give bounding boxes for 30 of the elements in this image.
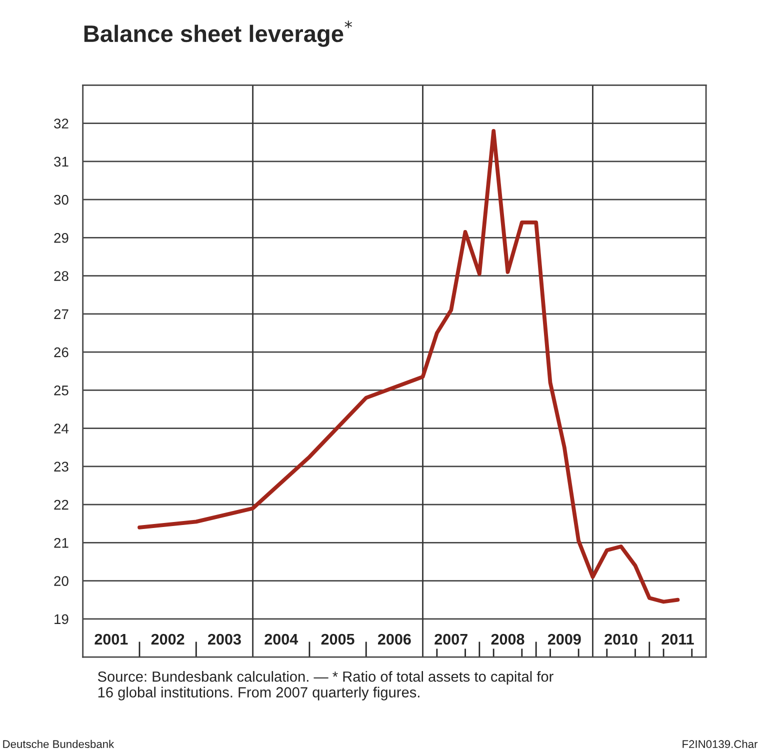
y-tick-label: 28: [54, 271, 68, 281]
y-tick-label: 21: [54, 538, 68, 548]
y-tick-label: 19: [54, 614, 68, 624]
source-note: Source: Bundesbank calculation. — * Ratio of total assets to capital for 16 global institutions. From 2007 quarterly figures.: [98, 671, 554, 700]
x-tick-label: 2009: [548, 634, 581, 645]
x-tick-label: 2008: [491, 634, 524, 645]
y-tick-label: 24: [54, 424, 69, 434]
y-tick-label: 25: [54, 386, 68, 396]
x-tick-label: 2004: [264, 634, 298, 645]
x-tick-label: 2010: [604, 634, 638, 645]
y-tick-label: 20: [54, 576, 68, 586]
x-tick-label: 2002: [151, 634, 184, 645]
x-tick-label: 2003: [208, 634, 241, 645]
y-tick-label: 32: [54, 118, 68, 128]
y-tick-label: 30: [54, 194, 68, 205]
line-series: [138, 129, 680, 604]
y-tick-label: 23: [54, 462, 68, 472]
text: F2IN0139.Char: [682, 740, 758, 748]
x-tick-label: 2011: [662, 634, 694, 645]
y-tick-label: 29: [54, 233, 68, 243]
text: Deutsche Bundesbank: [3, 740, 114, 748]
x-tick-label: 2001: [94, 634, 128, 645]
y-tick-label: 27: [54, 309, 68, 319]
chart-title: Balance sheet leverage$^{*}$: [84, 20, 352, 47]
x-tick-label: 2007: [434, 634, 468, 645]
y-tick-label: 26: [54, 347, 68, 358]
x-tick-label: 2005: [321, 634, 354, 645]
y-tick-label: 31: [54, 156, 68, 167]
x-tick-label: 2006: [378, 634, 411, 645]
y-tick-label: 22: [54, 500, 68, 510]
